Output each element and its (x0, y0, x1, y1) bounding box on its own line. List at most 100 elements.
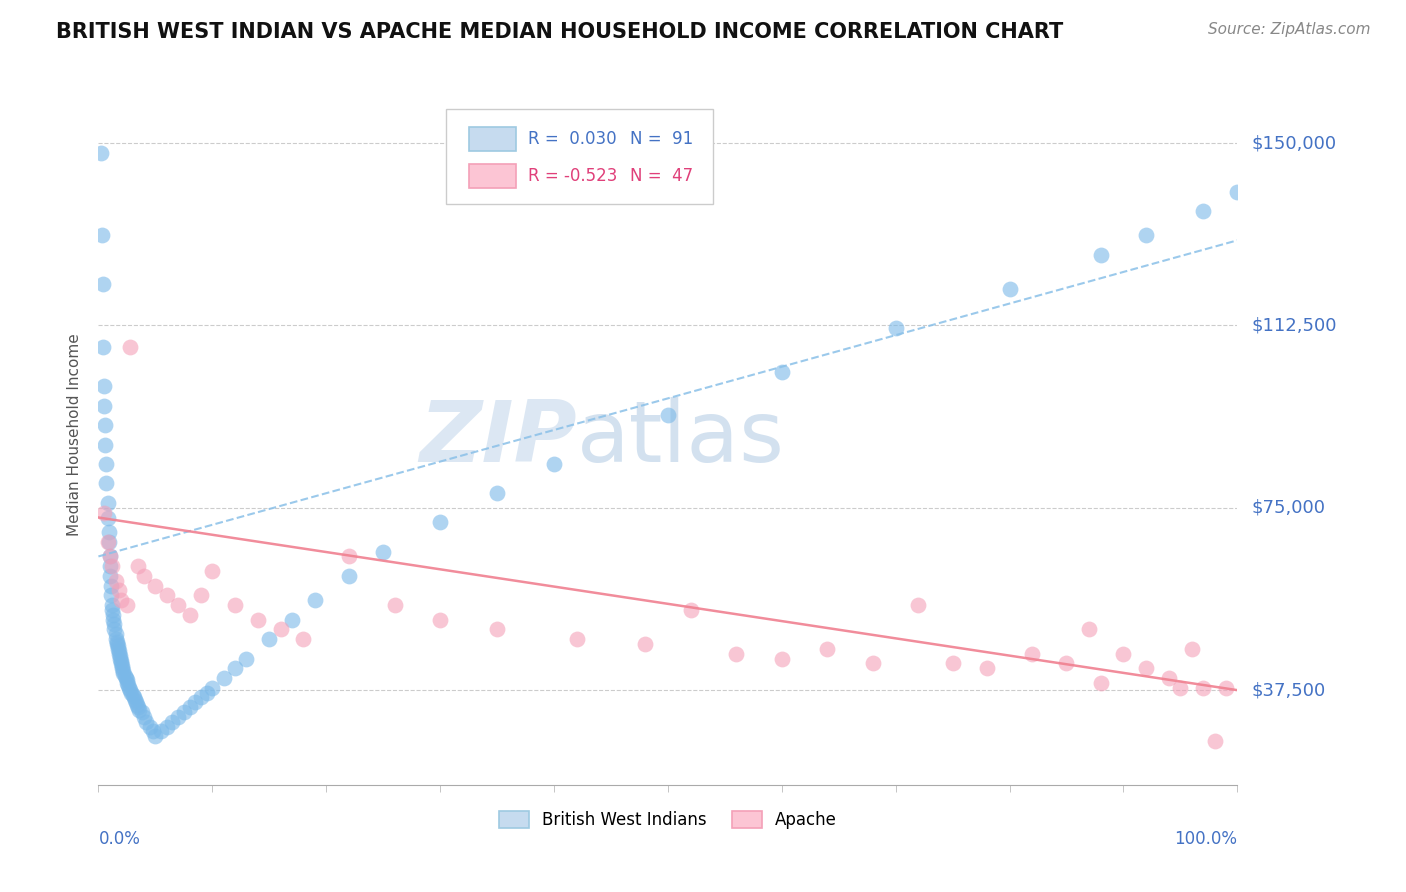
Point (96, 510, 118, 524)
Point (98, 569, 121, 583)
Point (103, 613, 125, 627)
Point (105, 637, 128, 651)
Point (304, 593, 326, 607)
Point (179, 607, 201, 622)
Point (124, 693, 146, 707)
Text: R =  0.030: R = 0.030 (527, 130, 616, 148)
Point (429, 516, 451, 530)
Point (91, 340, 114, 354)
Point (190, 588, 212, 602)
Point (128, 703, 150, 717)
Point (145, 578, 167, 592)
Point (111, 661, 134, 675)
FancyBboxPatch shape (446, 109, 713, 203)
Point (657, 409, 679, 423)
Point (104, 627, 127, 641)
Point (122, 690, 145, 705)
Point (115, 598, 138, 612)
Point (173, 705, 195, 719)
Point (105, 634, 128, 648)
Point (634, 637, 657, 651)
Point (104, 632, 127, 646)
Text: 0.0%: 0.0% (98, 830, 141, 848)
Point (486, 623, 509, 637)
Point (162, 714, 184, 729)
Point (1215, 681, 1237, 695)
Point (246, 613, 269, 627)
Point (150, 724, 173, 739)
Point (90, 228, 112, 243)
Point (112, 666, 135, 681)
Point (121, 688, 143, 702)
Point (107, 641, 129, 656)
Point (1054, 657, 1078, 671)
Point (145, 729, 167, 743)
Point (94, 437, 117, 451)
Point (195, 685, 218, 699)
Text: $37,500: $37,500 (1251, 681, 1326, 699)
Point (224, 661, 246, 675)
Point (1226, 185, 1249, 199)
Point (907, 598, 929, 612)
Point (884, 321, 907, 335)
Point (1090, 676, 1112, 690)
Point (235, 651, 257, 665)
Point (212, 671, 235, 685)
Point (270, 623, 292, 637)
Text: Source: ZipAtlas.com: Source: ZipAtlas.com (1208, 22, 1371, 37)
Legend: British West Indians, Apache: British West Indians, Apache (492, 805, 844, 836)
Point (120, 340, 142, 354)
Point (111, 658, 134, 673)
Point (1135, 661, 1157, 675)
Point (96, 476, 118, 491)
Point (101, 559, 124, 574)
Point (101, 603, 124, 617)
Point (942, 657, 965, 671)
Point (815, 641, 838, 656)
Point (1112, 647, 1135, 661)
Point (132, 710, 155, 724)
Point (114, 668, 136, 682)
Y-axis label: Median Household Income: Median Household Income (67, 334, 83, 536)
Text: R = -0.523: R = -0.523 (527, 167, 617, 185)
Point (108, 649, 131, 664)
Point (281, 613, 304, 627)
Point (91, 277, 114, 292)
Point (337, 569, 360, 583)
Point (179, 700, 201, 714)
Point (862, 657, 884, 671)
Point (96, 534, 118, 549)
Point (94, 418, 117, 433)
Point (1157, 671, 1180, 685)
Point (1192, 204, 1215, 219)
Point (110, 593, 132, 607)
Text: 100.0%: 100.0% (1174, 830, 1237, 848)
Point (184, 695, 207, 709)
Point (107, 640, 129, 654)
Point (725, 647, 748, 661)
Point (486, 486, 509, 500)
Point (138, 720, 160, 734)
Point (100, 588, 122, 602)
Point (101, 598, 124, 612)
Point (115, 673, 138, 688)
Point (429, 613, 451, 627)
Point (132, 569, 155, 583)
Point (371, 544, 394, 558)
Point (103, 607, 125, 622)
Text: ZIP: ZIP (419, 397, 576, 480)
Point (565, 632, 588, 646)
Point (1078, 623, 1101, 637)
Point (97, 525, 120, 540)
Point (93, 379, 115, 393)
Point (117, 678, 139, 692)
Point (1170, 681, 1192, 695)
FancyBboxPatch shape (468, 128, 516, 152)
Point (93, 506, 115, 520)
Point (1181, 641, 1204, 656)
Point (156, 720, 179, 734)
Point (135, 714, 157, 729)
Point (1090, 248, 1112, 262)
Point (770, 365, 793, 379)
FancyBboxPatch shape (468, 164, 516, 187)
